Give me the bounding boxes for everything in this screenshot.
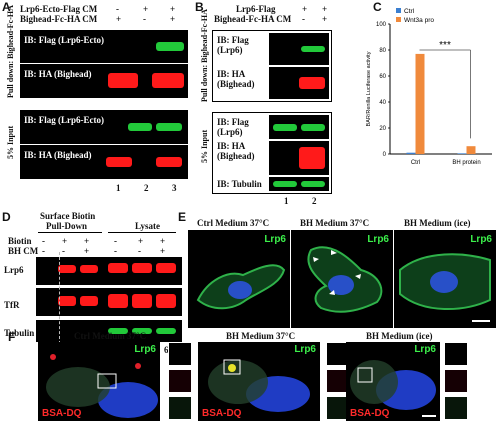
chart-y-tick-label: 80 xyxy=(379,48,386,54)
b-blot-ha-input xyxy=(269,141,329,175)
chart-y-tick-label: 60 xyxy=(379,74,386,80)
f-title-2: BH Medium 37°C xyxy=(226,331,296,341)
b-lane-2: 2 xyxy=(312,196,317,206)
a-blot-ha-input: IB: HA (Bighead) xyxy=(20,145,188,179)
d-ib-tfr: TfR xyxy=(4,300,20,310)
f3-inset-red xyxy=(444,369,468,393)
b-blot-ha-pd xyxy=(269,67,329,99)
a-row-label-1: Lrp6-Ecto-Flag CM xyxy=(20,4,98,14)
a-pulldown-label: Pull down: Bighead-Fc-HA xyxy=(6,5,15,98)
e-scale-bar xyxy=(472,320,490,322)
e-title-3: BH Medium (ice) xyxy=(404,218,471,228)
d-ib-lrp6: Lrp6 xyxy=(4,265,24,275)
f1-inset-red xyxy=(168,369,192,393)
f-image-2: Lrp6 BSA-DQ xyxy=(198,342,320,421)
d-head-1b: Pull-Down xyxy=(46,221,88,231)
d-head-2-line xyxy=(108,232,176,233)
d-row-label-bhcm: BH CM xyxy=(8,246,39,256)
f-title-3: BH Medium (ice) xyxy=(366,331,433,341)
chart-x-tick-label: BH protein xyxy=(452,160,480,166)
a-input-label: 5% Input xyxy=(6,125,15,159)
panel-label-d: D xyxy=(2,210,11,224)
chart-x-tick-label: Ctrl xyxy=(411,160,420,166)
b-lane-1: 1 xyxy=(284,196,289,206)
b-pulldown-label: Pull down: Bighead-Fc-HA xyxy=(200,9,209,102)
b-blot-flag-pd xyxy=(269,33,329,65)
f-scale-bar xyxy=(422,415,436,417)
e-title-2: BH Medium 37°C xyxy=(300,218,370,228)
chart-c: 0 20 40 60 80 100 BAR/Renilla Luciferase activ… xyxy=(366,8,492,166)
a-blot-flag-pd: IB: Flag (Lrp6-Ecto) xyxy=(20,30,188,63)
e-image-3: Lrp6 xyxy=(394,230,496,328)
chart-y-label: BAR/Renilla Luciferase activity xyxy=(366,51,372,126)
d-ib-tubulin: Tubulin xyxy=(4,328,35,338)
chart-y-tick-label: 40 xyxy=(379,100,386,106)
d-head-1: Surface Biotin xyxy=(40,211,96,221)
d-blot-lrp6 xyxy=(36,257,182,285)
b-pulldown-frame: IB: Flag (Lrp6) IB: HA (Bighead) xyxy=(212,30,332,102)
f-image-1: Lrp6 BSA-DQ xyxy=(38,342,160,421)
f-title-1: Ctrl Medium 37°C xyxy=(74,331,147,341)
chart-bar xyxy=(466,146,476,154)
chart-sig-label: *** xyxy=(439,40,451,51)
chart-y-tick-label: 100 xyxy=(376,22,387,28)
b-row-label-2: Bighead-Fc-HA CM xyxy=(214,14,292,24)
a-blot-ha-pd: IB: HA (Bighead) xyxy=(20,64,188,98)
a-row-label-2: Bighead-Fc-HA CM xyxy=(20,14,98,24)
d-row-label-biotin: Biotin xyxy=(8,236,32,246)
a-lane-2: 2 xyxy=(144,183,149,193)
chart-y-tick-label: 0 xyxy=(383,152,387,158)
chart-bar xyxy=(406,152,416,154)
chart-bar xyxy=(415,53,425,154)
b-blot-tubulin xyxy=(269,177,329,191)
chart-legend-swatch xyxy=(396,8,401,13)
b-row-label-1: Lrp6-Flag xyxy=(236,4,276,14)
d-divider xyxy=(59,252,60,344)
panel-label-e: E xyxy=(178,210,187,224)
b-input-label: 5% Input xyxy=(200,129,209,163)
f1-inset-green xyxy=(168,396,192,420)
e-title-1: Ctrl Medium 37°C xyxy=(197,218,270,228)
a-lane-1: 1 xyxy=(116,183,121,193)
b-input-frame: IB: Flag (Lrp6) IB: HA (Bighead) IB: Tub… xyxy=(212,112,332,194)
chart-y-tick-label: 20 xyxy=(379,126,386,132)
chart-legend-swatch xyxy=(396,17,401,22)
f3-inset-green xyxy=(444,396,468,420)
panel-label-f: F xyxy=(8,330,16,344)
f1-inset-merge xyxy=(168,342,192,366)
e-image-2: Lrp6 xyxy=(291,230,393,328)
b-blot-flag-input xyxy=(269,115,329,139)
d-head-2: Lysate xyxy=(135,221,161,231)
panel-label-a: A xyxy=(2,0,11,14)
d-blot-tfr xyxy=(36,288,182,316)
chart-legend-label: Ctrl xyxy=(404,8,415,15)
e-image-1: Lrp6 xyxy=(188,230,290,328)
chart-bar xyxy=(457,153,467,154)
panel-label-b: B xyxy=(195,0,204,14)
a-lane-3: 3 xyxy=(172,183,177,193)
a-blot-flag-input: IB: Flag (Lrp6-Ecto) xyxy=(20,110,188,144)
f-image-3: Lrp6 BSA-DQ xyxy=(346,342,440,421)
d-blot-tubulin xyxy=(36,320,182,342)
d-head-1-line xyxy=(38,232,102,233)
f3-inset-merge xyxy=(444,342,468,366)
chart-legend-label: Wnt3a pro xyxy=(404,17,434,24)
panel-label-c: C xyxy=(373,0,382,14)
